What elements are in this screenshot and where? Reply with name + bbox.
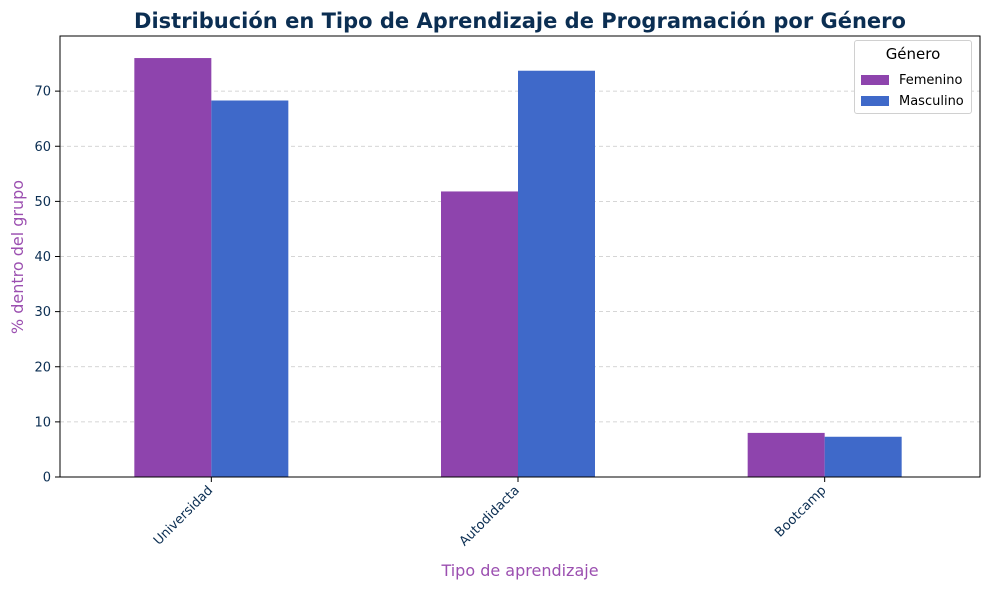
legend-label-femenino: Femenino xyxy=(899,72,963,88)
bar-masculino-bootcamp xyxy=(824,436,902,477)
y-tick-label: 30 xyxy=(34,305,51,320)
y-tick-label: 20 xyxy=(34,360,51,375)
x-axis-label: Tipo de aprendizaje xyxy=(440,561,598,580)
y-tick-label: 60 xyxy=(34,140,51,155)
legend-swatch-femenino xyxy=(861,75,889,85)
bar-masculino-autodidacta xyxy=(518,70,595,477)
gridlines xyxy=(60,90,980,423)
bar-masculino-universidad xyxy=(211,100,289,477)
legend-item-masculino: Masculino xyxy=(861,92,964,110)
x-tick-label: Universidad xyxy=(151,483,216,548)
chart-title: Distribución en Tipo de Aprendizaje de P… xyxy=(134,9,906,33)
y-tick-label: 0 xyxy=(43,471,51,486)
y-tick-label: 40 xyxy=(34,250,51,265)
y-tick-label: 50 xyxy=(34,195,51,210)
bar-femenino-autodidacta xyxy=(441,191,518,477)
y-tick-label: 10 xyxy=(34,415,51,430)
legend: Género Femenino Masculino xyxy=(854,40,972,114)
bars xyxy=(134,58,902,478)
legend-label-masculino: Masculino xyxy=(899,93,964,109)
bar-femenino-bootcamp xyxy=(747,432,825,477)
x-tick-label: Bootcamp xyxy=(772,483,829,540)
x-axis-ticks: Universidad Autodidacta Bootcamp xyxy=(151,477,829,549)
legend-item-femenino: Femenino xyxy=(861,71,962,89)
legend-swatch-masculino xyxy=(861,96,889,106)
x-tick-label: Autodidacta xyxy=(457,483,523,549)
y-tick-label: 70 xyxy=(34,85,51,100)
y-axis-ticks: 0 10 20 30 40 50 60 70 xyxy=(34,85,60,486)
legend-title: Género xyxy=(885,45,941,63)
y-axis-label: % dentro del grupo xyxy=(8,180,27,334)
bar-femenino-universidad xyxy=(134,58,212,478)
